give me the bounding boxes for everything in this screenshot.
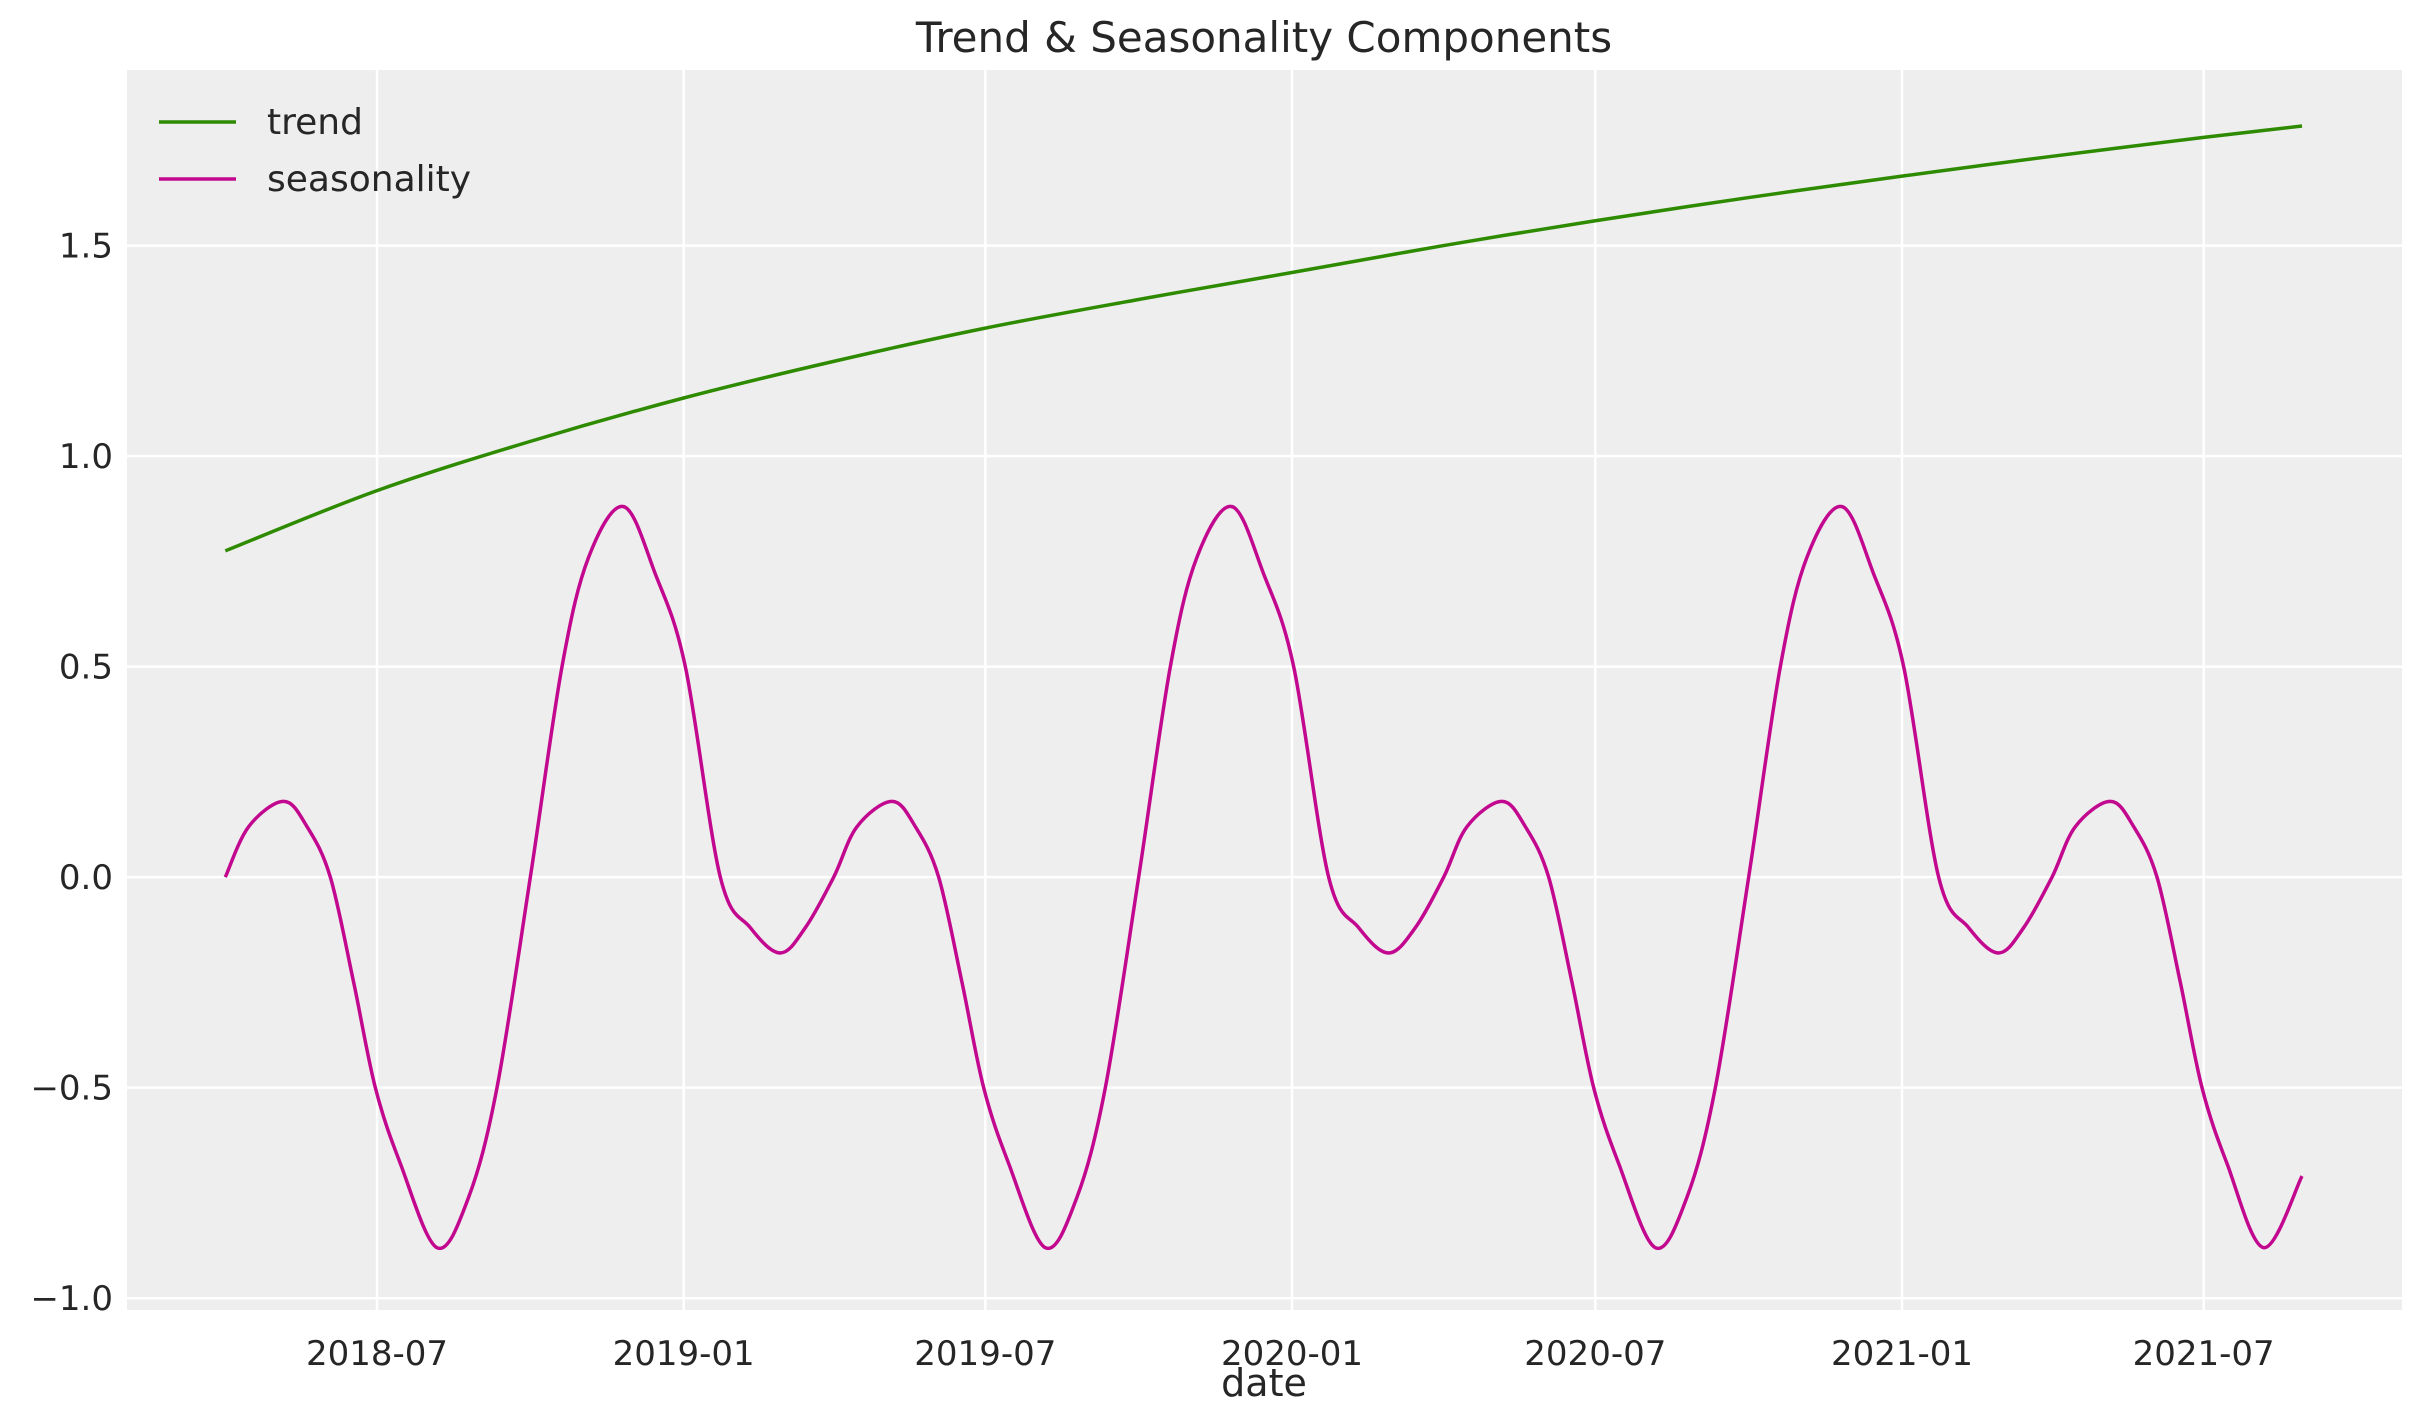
chart-title: Trend & Seasonality Components (915, 13, 1612, 62)
y-tick-label: 1.0 (59, 437, 113, 477)
y-tick-label: −1.0 (30, 1279, 113, 1319)
legend-label-seasonality: seasonality (267, 159, 471, 200)
series-lines (223, 124, 2304, 1251)
x-tick-label: 2019-07 (914, 1334, 1056, 1374)
x-tick-label: 2020-07 (1524, 1334, 1666, 1374)
x-tick-label: 2020-01 (1221, 1334, 1363, 1374)
y-tick-labels: −1.0 −0.5 0.0 0.5 1.0 1.5 (30, 227, 113, 1320)
x-tick-label: 2018-07 (306, 1334, 448, 1374)
y-tick-label: 0.0 (59, 858, 113, 898)
x-axis-label: date (1221, 1361, 1307, 1405)
x-tick-label: 2019-01 (613, 1334, 755, 1374)
series-line-seasonality (223, 504, 2304, 1251)
plot-area (127, 70, 2402, 1310)
grid-lines (127, 70, 2402, 1310)
series-line-trend (224, 124, 2303, 553)
y-tick-label: −0.5 (30, 1069, 113, 1109)
y-tick-label: 1.5 (59, 227, 113, 267)
y-tick-label: 0.5 (59, 648, 113, 688)
legend: trend seasonality (159, 102, 471, 200)
x-tick-labels: 2018-07 2019-01 2019-07 2020-01 2020-07 2021-… (306, 1334, 2275, 1374)
x-tick-label: 2021-01 (1831, 1334, 1973, 1374)
x-tick-label: 2021-07 (2133, 1334, 2275, 1374)
legend-label-trend: trend (267, 102, 363, 143)
